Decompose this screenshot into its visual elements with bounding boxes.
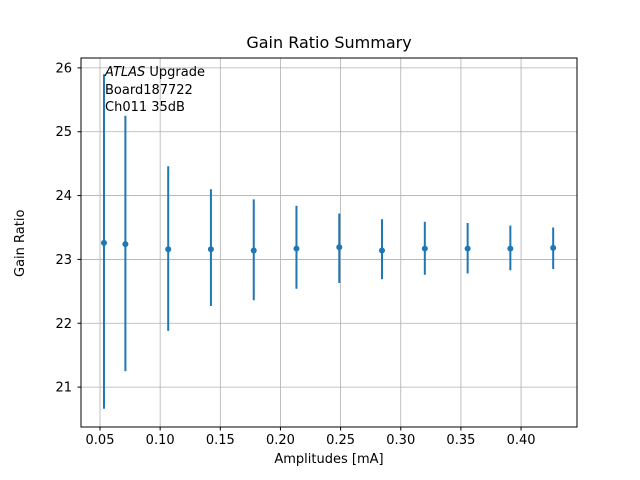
data-point-marker bbox=[293, 245, 300, 252]
axes-frame bbox=[80, 57, 578, 428]
data-point-marker bbox=[165, 246, 172, 253]
y-axis-label: Gain Ratio bbox=[13, 209, 28, 277]
data-point-marker bbox=[421, 245, 428, 252]
annotation-line-1: ATLAS Upgrade bbox=[105, 64, 205, 82]
data-point-marker bbox=[100, 239, 107, 246]
y-tick-label: 23 bbox=[55, 253, 72, 268]
data-point-marker bbox=[550, 244, 557, 251]
x-tick-label: 0.30 bbox=[386, 433, 415, 448]
data-point-marker bbox=[250, 247, 257, 254]
annotation-board: Board187722 bbox=[105, 82, 193, 98]
y-tick-label: 21 bbox=[55, 381, 72, 396]
data-point-marker bbox=[378, 247, 385, 254]
x-tick-label: 0.20 bbox=[266, 433, 295, 448]
annotation-experiment: ATLAS bbox=[105, 65, 146, 80]
data-point-marker bbox=[507, 245, 514, 252]
x-tick-label: 0.35 bbox=[446, 433, 475, 448]
annotation-upgrade: Upgrade bbox=[145, 65, 205, 80]
annotation-channel: Ch011 35dB bbox=[105, 100, 185, 115]
x-axis-label: Amplitudes [mA] bbox=[274, 452, 384, 467]
x-tick-label: 0.10 bbox=[146, 433, 175, 448]
x-tick-label: 0.40 bbox=[507, 433, 536, 448]
x-tick-label: 0.05 bbox=[86, 433, 115, 448]
y-tick-label: 26 bbox=[55, 61, 72, 76]
y-tick-label: 25 bbox=[55, 125, 72, 140]
chart-title: Gain Ratio Summary bbox=[246, 33, 412, 52]
data-point-marker bbox=[336, 244, 343, 251]
y-tick-label: 22 bbox=[55, 317, 72, 332]
x-tick-label: 0.15 bbox=[206, 433, 235, 448]
annotation: ATLAS Upgrade Board187722 Ch011 35dB bbox=[105, 64, 205, 117]
x-tick-label: 0.25 bbox=[326, 433, 355, 448]
y-tick-label: 24 bbox=[55, 189, 72, 204]
data-point-marker bbox=[207, 246, 214, 253]
data-point-marker bbox=[464, 245, 471, 252]
data-point-marker bbox=[122, 241, 129, 248]
